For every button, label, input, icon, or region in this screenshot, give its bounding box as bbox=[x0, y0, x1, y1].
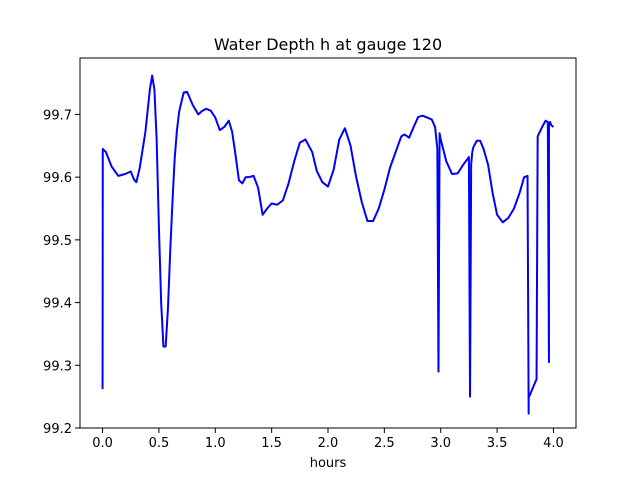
x-tick-label: 4.0 bbox=[543, 436, 564, 451]
series-line bbox=[101, 74, 555, 415]
x-tick-label: 0.5 bbox=[149, 436, 170, 451]
y-axis-ticks: 99.2 99.3 99.4 99.5 99.6 99.7 bbox=[43, 108, 80, 437]
y-tick-label: 99.5 bbox=[43, 234, 72, 249]
x-axis-label: hours bbox=[310, 456, 347, 471]
chart-title: Water Depth h at gauge 120 bbox=[214, 35, 442, 54]
x-tick-label: 3.5 bbox=[487, 436, 508, 451]
x-tick-label: 2.5 bbox=[374, 436, 395, 451]
x-tick-label: 2.0 bbox=[318, 436, 339, 451]
x-axis-ticks: 0.0 0.5 1.0 1.5 2.0 2.5 3.0 3.5 4.0 bbox=[92, 428, 564, 451]
x-tick-label: 3.0 bbox=[430, 436, 451, 451]
y-tick-label: 99.3 bbox=[43, 359, 72, 374]
y-tick-label: 99.7 bbox=[43, 108, 72, 123]
y-tick-label: 99.6 bbox=[43, 171, 72, 186]
y-tick-label: 99.4 bbox=[43, 297, 72, 312]
y-tick-label: 99.2 bbox=[43, 422, 72, 437]
x-tick-label: 1.5 bbox=[261, 436, 282, 451]
x-tick-label: 1.0 bbox=[205, 436, 226, 451]
x-tick-label: 0.0 bbox=[92, 436, 113, 451]
